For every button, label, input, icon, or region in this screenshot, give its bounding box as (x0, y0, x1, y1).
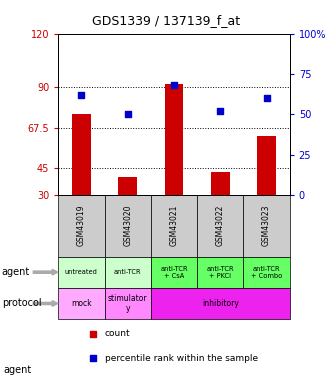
Text: GDS1339 / 137139_f_at: GDS1339 / 137139_f_at (93, 14, 240, 27)
Text: count: count (105, 329, 130, 338)
Point (264, 95, 269, 101)
Bar (105, 195, 151, 256)
Bar (58, 195, 105, 256)
Bar (211, 172, 229, 195)
Text: anti-TCR
+ Combo: anti-TCR + Combo (251, 266, 282, 279)
Text: anti-TCR: anti-TCR (114, 269, 142, 275)
Text: untreated: untreated (65, 269, 98, 275)
Bar (197, 195, 243, 256)
Point (171, 82, 176, 88)
Bar (243, 195, 290, 256)
Text: agent: agent (2, 267, 30, 277)
Point (90, 355, 96, 361)
Text: agent: agent (3, 365, 32, 375)
Point (125, 111, 131, 117)
Text: mock: mock (71, 299, 92, 308)
Bar (58, 288, 105, 319)
Point (90, 331, 96, 337)
Text: GSM43020: GSM43020 (123, 205, 132, 246)
Text: GSM43021: GSM43021 (169, 205, 178, 246)
Text: protocol: protocol (2, 298, 41, 309)
Bar (197, 256, 243, 288)
Bar (58, 256, 105, 288)
Text: anti-TCR
+ CsA: anti-TCR + CsA (160, 266, 188, 279)
Bar (257, 136, 276, 195)
Text: GSM43023: GSM43023 (262, 205, 271, 246)
Bar (105, 256, 151, 288)
Text: percentile rank within the sample: percentile rank within the sample (105, 354, 258, 363)
Text: GSM43022: GSM43022 (216, 205, 225, 246)
Bar (119, 177, 137, 195)
Bar (151, 288, 290, 319)
Text: anti-TCR
+ PKCi: anti-TCR + PKCi (206, 266, 234, 279)
Text: stimulator
y: stimulator y (108, 294, 148, 313)
Text: inhibitory: inhibitory (202, 299, 239, 308)
Point (218, 108, 223, 114)
Bar (151, 256, 197, 288)
Bar (72, 114, 91, 195)
Bar (243, 256, 290, 288)
Bar (165, 84, 183, 195)
Point (79, 92, 84, 98)
Bar (105, 288, 151, 319)
Bar (151, 195, 197, 256)
Text: GSM43019: GSM43019 (77, 205, 86, 246)
